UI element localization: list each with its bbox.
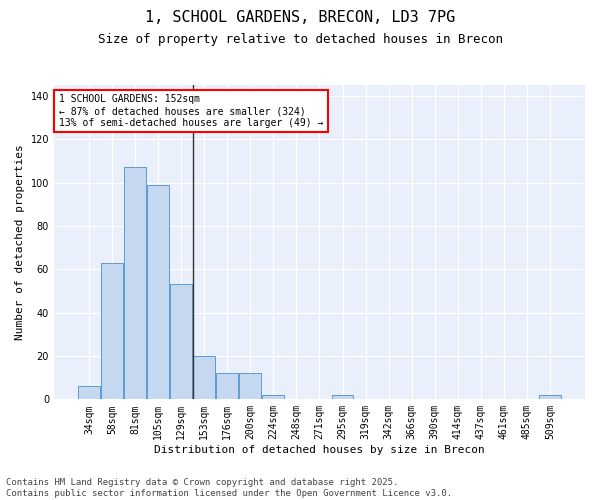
Text: 1, SCHOOL GARDENS, BRECON, LD3 7PG: 1, SCHOOL GARDENS, BRECON, LD3 7PG [145,10,455,25]
Bar [124,168,146,400]
Bar [147,184,169,400]
Text: 1 SCHOOL GARDENS: 152sqm
← 87% of detached houses are smaller (324)
13% of semi-: 1 SCHOOL GARDENS: 152sqm ← 87% of detach… [59,94,323,128]
Bar [239,374,261,400]
Bar [217,374,238,400]
Bar [101,263,123,400]
Bar [170,284,192,400]
Bar [332,395,353,400]
X-axis label: Distribution of detached houses by size in Brecon: Distribution of detached houses by size … [154,445,485,455]
Text: Contains HM Land Registry data © Crown copyright and database right 2025.
Contai: Contains HM Land Registry data © Crown c… [6,478,452,498]
Bar [539,395,561,400]
Bar [262,395,284,400]
Bar [193,356,215,400]
Y-axis label: Number of detached properties: Number of detached properties [15,144,25,340]
Bar [78,386,100,400]
Text: Size of property relative to detached houses in Brecon: Size of property relative to detached ho… [97,32,503,46]
